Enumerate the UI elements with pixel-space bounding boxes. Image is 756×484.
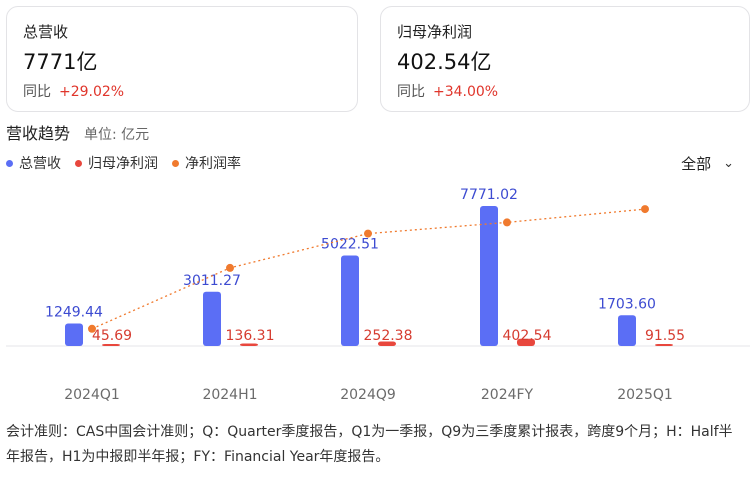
trend-header: 营收趋势 单位: 亿元 (6, 120, 149, 144)
net-profit-data-label: 91.55 (645, 328, 685, 344)
legend-dot-revenue (6, 159, 13, 167)
net-profit-bar (517, 338, 535, 346)
x-tick-label: 2024H1 (202, 387, 257, 403)
legend-item-net-margin[interactable]: 净利润率 (172, 153, 241, 173)
revenue-data-label: 7771.02 (460, 187, 518, 203)
net-margin-point (364, 229, 372, 238)
x-tick-label: 2024Q9 (340, 387, 396, 403)
chevron-down-icon: ⌄ (723, 156, 734, 171)
revenue-card-title: 总营收 (23, 23, 69, 41)
revenue-data-label: 1249.44 (45, 304, 103, 320)
net-profit-bar (655, 344, 673, 346)
revenue-data-label: 5022.51 (321, 237, 379, 253)
chart-legend: 总营收 归母净利润 净利润率 (6, 153, 255, 173)
revenue-card-value: 7771亿 (23, 50, 98, 74)
net-profit-card-title: 归母净利润 (397, 23, 473, 41)
revenue-yoy-label: 同比 (23, 84, 51, 100)
net-profit-yoy-value: +34.00% (433, 84, 499, 100)
legend-label-net-profit: 归母净利润 (88, 156, 158, 172)
revenue-bar (618, 315, 636, 346)
period-filter-label: 全部 (681, 155, 712, 173)
x-tick-label: 2024FY (481, 387, 534, 403)
net-margin-point (503, 218, 511, 227)
net-profit-data-label: 252.38 (364, 328, 413, 344)
x-tick-label: 2024Q1 (64, 387, 120, 403)
revenue-data-label: 1703.60 (598, 296, 656, 312)
net-profit-data-label: 136.31 (226, 328, 275, 344)
revenue-card: 总营收 7771亿 同比 +29.02% (6, 6, 358, 112)
legend-dot-net-profit (75, 159, 82, 167)
legend-label-revenue: 总营收 (19, 156, 61, 172)
net-margin-point (88, 324, 96, 333)
net-profit-bar (102, 344, 120, 346)
legend-label-net-margin: 净利润率 (185, 156, 241, 172)
revenue-bar (480, 206, 498, 346)
period-filter-dropdown[interactable]: 全部 ⌄ (681, 153, 734, 174)
net-profit-data-label: 402.54 (503, 328, 552, 344)
trend-title: 营收趋势 (6, 124, 71, 143)
net-profit-yoy-label: 同比 (397, 84, 425, 100)
footnote: 会计准则：CAS中国会计准则；Q：Quarter季度报告，Q1为一季报，Q9为三… (6, 424, 733, 465)
net-profit-bar (378, 341, 396, 346)
trend-unit: 单位: 亿元 (84, 127, 150, 143)
net-profit-card: 归母净利润 402.54亿 同比 +34.00% (380, 6, 750, 112)
revenue-data-label: 3011.27 (183, 273, 241, 289)
revenue-yoy-value: +29.02% (59, 84, 125, 100)
revenue-trend-chart: 1249.44 45.69 2024Q1 3011.27 136.31 2024H1 502… (6, 187, 750, 403)
revenue-bar (203, 291, 221, 346)
revenue-bar (65, 323, 83, 346)
net-profit-data-label: 45.69 (92, 328, 132, 344)
net-profit-bar (240, 343, 258, 346)
net-margin-line (91, 208, 646, 330)
net-profit-card-yoy: 同比 +34.00% (397, 81, 733, 101)
legend-item-revenue[interactable]: 总营收 (6, 153, 61, 173)
legend-item-net-profit[interactable]: 归母净利润 (75, 153, 158, 173)
x-tick-label: 2025Q1 (617, 387, 673, 403)
revenue-card-yoy: 同比 +29.02% (23, 81, 341, 101)
net-profit-card-value: 402.54亿 (397, 50, 492, 74)
net-margin-point (226, 263, 234, 272)
revenue-bar (341, 255, 359, 346)
net-margin-point (641, 205, 649, 214)
legend-dot-net-margin (172, 159, 179, 167)
